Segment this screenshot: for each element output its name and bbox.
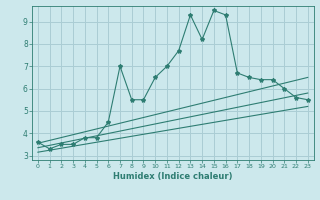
X-axis label: Humidex (Indice chaleur): Humidex (Indice chaleur) <box>113 172 233 181</box>
